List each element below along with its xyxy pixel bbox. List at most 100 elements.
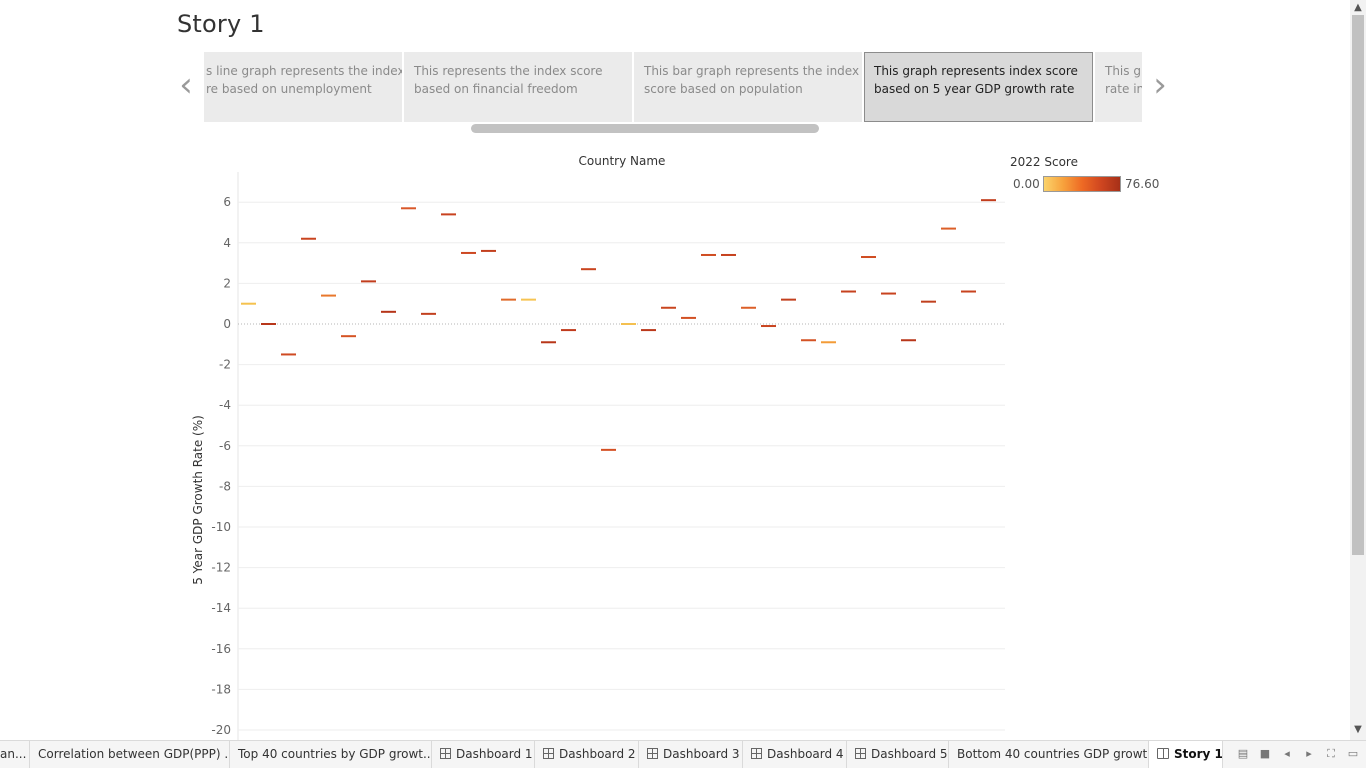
- y-tick-label: 4: [223, 236, 231, 250]
- dashboard-tab[interactable]: Dashboard 4: [743, 741, 847, 768]
- story-point-gdp-growth-active[interactable]: This graph represents index score based …: [864, 52, 1093, 122]
- dashboard-tab-label: Dashboard 3: [663, 747, 740, 761]
- chart-column-header: Country Name: [579, 154, 666, 168]
- previous-story-point-arrow-icon[interactable]: ‹: [179, 65, 193, 105]
- dashboard-tab-label: Dashboard 2: [559, 747, 636, 761]
- story-point-financial-freedom[interactable]: This represents the index score based on…: [404, 52, 632, 122]
- sheet-tab[interactable]: Top 40 countries by GDP growt...: [230, 741, 432, 768]
- data-mark: [501, 298, 516, 301]
- data-mark: [481, 249, 496, 252]
- previous-sheet-icon[interactable]: ◂: [1284, 747, 1290, 760]
- data-mark: [861, 256, 876, 259]
- data-mark: [661, 306, 676, 309]
- scroll-down-arrow-icon[interactable]: ▼: [1354, 724, 1362, 735]
- dashboard-grid-icon: [855, 748, 866, 759]
- data-mark: [601, 448, 616, 451]
- data-mark: [261, 323, 276, 325]
- data-mark: [561, 329, 576, 332]
- sheet-view-icon[interactable]: ■: [1259, 747, 1271, 760]
- present-icon[interactable]: ▭: [1347, 747, 1359, 760]
- chart-plot-area: 6 4 2 0 -2 -4 -6 -8 -10 -12 -14 -16 -18 -20 Country Na…: [191, 154, 1005, 740]
- story-point-caption-line: score based on population: [644, 82, 803, 96]
- data-mark: [341, 335, 356, 338]
- thumbnail-view-icon[interactable]: ▤: [1237, 747, 1249, 760]
- story-point-caption-line: s line graph represents the index: [206, 64, 402, 78]
- sheet-tab[interactable]: Bottom 40 countries GDP growt...: [949, 741, 1149, 768]
- story-point-caption-line: This gr: [1105, 64, 1142, 78]
- dashboard-tab[interactable]: Dashboard 1: [432, 741, 535, 768]
- y-axis-title: 5 Year GDP Growth Rate (%): [191, 415, 205, 585]
- story-title: Story 1: [177, 10, 265, 38]
- story-point-caption-line: re based on unemployment: [206, 82, 372, 96]
- dashboard-tab[interactable]: Dashboard 3: [639, 741, 743, 768]
- data-mark: [801, 339, 816, 342]
- dashboard-grid-icon: [440, 748, 451, 759]
- y-tick-label: 6: [223, 195, 231, 209]
- vertical-scrollbar-thumb[interactable]: [1352, 15, 1364, 555]
- data-mark: [941, 227, 956, 230]
- gdp-growth-chart: 6 4 2 0 -2 -4 -6 -8 -10 -12 -14 -16 -18 -20 Country Na…: [191, 154, 1005, 740]
- y-tick-label: -8: [219, 479, 231, 493]
- color-legend-min: 0.00: [1013, 177, 1040, 191]
- dashboard-grid-icon: [543, 748, 554, 759]
- data-mark: [241, 302, 256, 305]
- color-legend-max: 76.60: [1125, 177, 1160, 191]
- fullscreen-icon[interactable]: ⛶: [1327, 747, 1335, 760]
- story-points-strip: s line graph represents the index re bas…: [204, 52, 1142, 122]
- sheet-tab-label: Top 40 countries by GDP growt...: [238, 747, 432, 761]
- story-point-caption-line: based on 5 year GDP growth rate: [874, 82, 1075, 96]
- sheet-tab-label: an...: [0, 747, 27, 761]
- dashboard-tab-label: Dashboard 1: [456, 747, 533, 761]
- dashboard-grid-icon: [751, 748, 762, 759]
- data-mark: [641, 329, 656, 332]
- story-point-caption-line: This represents the index score: [414, 64, 603, 78]
- story-points-scrollbar[interactable]: [471, 124, 819, 133]
- color-legend-gradient: [1043, 176, 1121, 192]
- y-tick-label: -12: [211, 561, 231, 575]
- story-point-caption-line: This bar graph represents the index: [644, 64, 860, 78]
- data-mark: [461, 251, 476, 254]
- story-tab-active[interactable]: Story 1: [1149, 741, 1223, 768]
- story-point-caption-line: based on financial freedom: [414, 82, 578, 96]
- y-tick-label: -4: [219, 398, 231, 412]
- data-mark: [881, 292, 896, 295]
- story-tab-label: Story 1: [1174, 747, 1223, 761]
- data-mark: [361, 280, 376, 283]
- data-mark: [701, 253, 716, 256]
- y-tick-label: -2: [219, 358, 231, 372]
- data-mark: [721, 253, 736, 256]
- data-mark: [541, 341, 556, 344]
- y-tick-label: -14: [211, 601, 231, 615]
- sheet-tab[interactable]: an...: [0, 741, 30, 768]
- data-mark: [281, 353, 296, 356]
- y-tick-label: -16: [211, 642, 231, 656]
- data-mark: [521, 298, 536, 301]
- sheet-tab-label: Correlation between GDP(PPP) ...: [38, 747, 230, 761]
- data-mark: [981, 199, 996, 202]
- dashboard-tab-label: Dashboard 4: [767, 747, 844, 761]
- y-tick-label: 2: [223, 276, 231, 290]
- data-mark: [621, 323, 636, 325]
- next-sheet-icon[interactable]: ▸: [1306, 747, 1312, 760]
- y-tick-label: -18: [211, 682, 231, 696]
- y-tick-label: -6: [219, 439, 231, 453]
- story-book-icon: [1157, 748, 1169, 759]
- data-mark: [901, 339, 916, 342]
- y-tick-label: -20: [211, 723, 231, 737]
- story-point-population[interactable]: This bar graph represents the index scor…: [634, 52, 862, 122]
- next-story-point-arrow-icon[interactable]: ›: [1153, 65, 1167, 105]
- scroll-up-arrow-icon[interactable]: ▲: [1354, 2, 1362, 13]
- dashboard-tab[interactable]: Dashboard 2: [535, 741, 639, 768]
- dashboard-tab-label: Dashboard 5: [871, 747, 948, 761]
- sheet-tab[interactable]: Correlation between GDP(PPP) ...: [30, 741, 230, 768]
- story-point-unemployment[interactable]: s line graph represents the index re bas…: [204, 52, 402, 122]
- story-point-caption-line: This graph represents index score: [874, 64, 1078, 78]
- data-mark: [741, 306, 756, 309]
- data-mark: [781, 298, 796, 301]
- story-point-next[interactable]: This gr rate in: [1095, 52, 1142, 122]
- data-mark: [821, 341, 836, 344]
- data-mark: [681, 316, 696, 319]
- dashboard-tab[interactable]: Dashboard 5: [847, 741, 949, 768]
- story-point-caption-line: rate in: [1105, 82, 1142, 96]
